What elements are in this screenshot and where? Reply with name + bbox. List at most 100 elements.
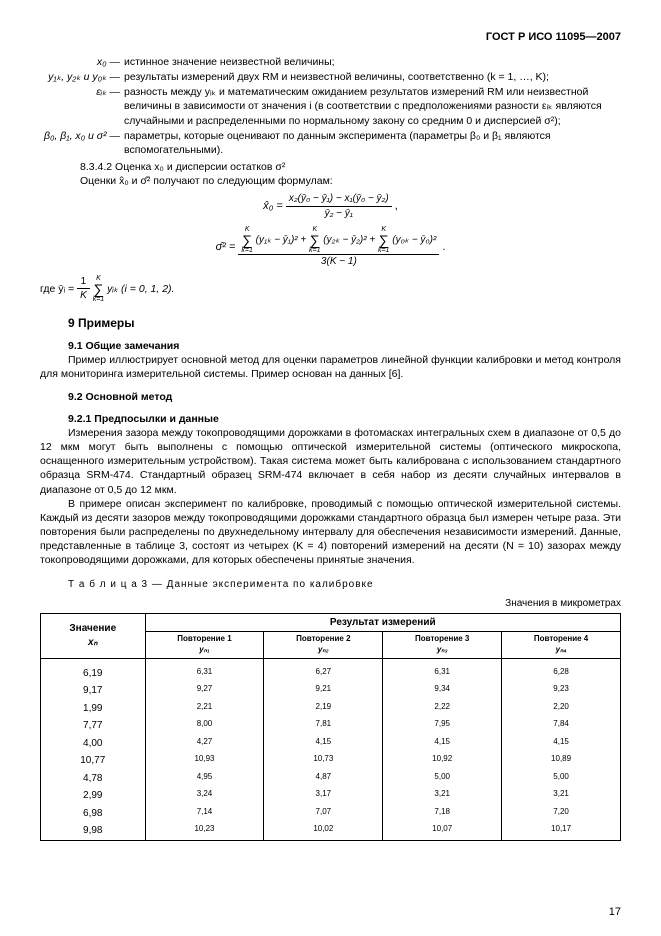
table-cell-y: 2,19 (264, 700, 383, 718)
section-9-2-1-p2: В примере описан эксперимент по калибров… (40, 497, 621, 568)
def-beta-text: параметры, которые оценивают по данным э… (124, 129, 621, 157)
table-cell-x: 4,78 (41, 770, 146, 788)
sum-icon-4: K ∑ k=1 (93, 275, 104, 303)
page-number: 17 (609, 905, 621, 920)
table-3-caption: Т а б л и ц а 3 — Данные эксперимента по… (40, 578, 621, 592)
table-cell-y: 9,21 (264, 682, 383, 700)
table-cell-y: 2,21 (145, 700, 264, 718)
sum-icon-1: K ∑ k=1 (241, 226, 252, 254)
formula-sigma2: σ̂² = K ∑ k=1 (y₁ₖ − ȳ₁)² + K ∑ k=1 (y₂ₖ… (40, 226, 621, 269)
document-id: ГОСТ Р ИСО 11095—2007 (40, 30, 621, 45)
clause-8-3-4-2-title: 8.3.4.2 Оценка x₀ и дисперсии остатков σ… (40, 160, 621, 174)
table-cell-y: 10,17 (502, 822, 621, 840)
section-9-1-title: 9.1 Общие замечания (40, 339, 621, 353)
table-cell-y: 9,34 (383, 682, 502, 700)
table-row: 1,992,212,192,222,20 (41, 700, 621, 718)
table-cell-y: 9,23 (502, 682, 621, 700)
table-cell-y: 4,27 (145, 735, 264, 753)
table-row: 10,7710,9310,7310,9210,89 (41, 752, 621, 770)
table-cell-y: 7,20 (502, 805, 621, 823)
table-3-body: 6,196,316,276,316,289,179,279,219,349,23… (41, 658, 621, 840)
table-cell-x: 6,19 (41, 658, 146, 682)
table-cell-y: 6,27 (264, 658, 383, 682)
formula-sigma2-num: K ∑ k=1 (y₁ₖ − ȳ₁)² + K ∑ k=1 (y₂ₖ − ȳ₂)… (238, 226, 439, 255)
table-cell-y: 6,28 (502, 658, 621, 682)
table-3-head-results: Результат измерений (145, 613, 620, 632)
sum-icon-2: K ∑ k=1 (309, 226, 320, 254)
def-x0-text: истинное значение неизвестной величины; (124, 55, 621, 69)
table-3-head-value-text: Значение (45, 622, 141, 636)
table-cell-y: 7,95 (383, 717, 502, 735)
table-3-rep-header-2: Повторение 2yₙ₂ (264, 632, 383, 659)
table-cell-y: 9,27 (145, 682, 264, 700)
formula-x0-fraction: x₂(ȳ₀ − ȳ₁) − x₁(ȳ₀ − ȳ₂) ȳ₂ − ȳ₁ (286, 192, 392, 220)
def-y-sym: y₁ₖ, y₂ₖ и y₀ₖ — (40, 70, 124, 84)
table-cell-y: 7,81 (264, 717, 383, 735)
table-cell-y: 10,23 (145, 822, 264, 840)
table-3-rep-header-3: Повторение 3yₙ₃ (383, 632, 502, 659)
table-cell-x: 9,17 (41, 682, 146, 700)
table-row: 2,993,243,173,213,21 (41, 787, 621, 805)
table-cell-y: 10,07 (383, 822, 502, 840)
where-clause: где ȳᵢ = 1K K ∑ k=1 yᵢₖ (i = 0, 1, 2). (40, 275, 621, 303)
formula-sigma2-lhs: σ̂² = (216, 242, 239, 254)
formula-x0-lhs: x̂₀ = (263, 200, 286, 212)
table-cell-y: 7,07 (264, 805, 383, 823)
table-cell-y: 10,73 (264, 752, 383, 770)
table-3-head-value: Значение xₙ (41, 613, 146, 658)
table-row: 4,004,274,154,154,15 (41, 735, 621, 753)
table-cell-x: 6,98 (41, 805, 146, 823)
def-x0: x₀ — истинное значение неизвестной велич… (40, 55, 621, 69)
table-3-rep-header-1: Повторение 1yₙ₁ (145, 632, 264, 659)
table-cell-y: 3,21 (502, 787, 621, 805)
table-row: 9,9810,2310,0210,0710,17 (41, 822, 621, 840)
table-cell-y: 7,18 (383, 805, 502, 823)
table-cell-y: 6,31 (145, 658, 264, 682)
def-eps-sym: εᵢₖ — (40, 85, 124, 128)
table-cell-y: 7,84 (502, 717, 621, 735)
table-cell-y: 6,31 (383, 658, 502, 682)
formula-x0-den: ȳ₂ − ȳ₁ (286, 207, 392, 221)
table-cell-x: 10,77 (41, 752, 146, 770)
table-cell-y: 10,89 (502, 752, 621, 770)
where-label: где ȳᵢ = (40, 283, 77, 295)
def-y: y₁ₖ, y₂ₖ и y₀ₖ — результаты измерений дв… (40, 70, 621, 84)
table-cell-y: 10,92 (383, 752, 502, 770)
definitions-block: x₀ — истинное значение неизвестной велич… (40, 55, 621, 157)
table-3: Значение xₙ Результат измерений Повторен… (40, 613, 621, 841)
table-cell-x: 2,99 (41, 787, 146, 805)
section-9-2-title: 9.2 Основной метод (40, 390, 621, 404)
def-eps-text: разность между yᵢₖ и математическим ожид… (124, 85, 621, 128)
table-cell-y: 4,95 (145, 770, 264, 788)
formula-sigma2-fraction: K ∑ k=1 (y₁ₖ − ȳ₁)² + K ∑ k=1 (y₂ₖ − ȳ₂)… (238, 226, 439, 269)
table-cell-y: 5,00 (383, 770, 502, 788)
section-9-2-1-title: 9.2.1 Предпосылки и данные (40, 412, 621, 426)
formula-sigma2-tail: . (442, 242, 445, 254)
def-beta-sym: β₀, β₁, x₀ и σ² — (40, 129, 124, 157)
clause-8-3-4-2-lead: Оценки x̂₀ и σ̂² получают по следующим ф… (40, 174, 621, 188)
table-cell-y: 4,15 (383, 735, 502, 753)
table-cell-y: 4,15 (264, 735, 383, 753)
formula-x0-tail: , (395, 200, 398, 212)
table-cell-y: 7,14 (145, 805, 264, 823)
formula-sigma2-den: 3(K − 1) (238, 255, 439, 269)
table-cell-x: 4,00 (41, 735, 146, 753)
table-cell-y: 4,15 (502, 735, 621, 753)
table-row: 9,179,279,219,349,23 (41, 682, 621, 700)
sum-icon-3: K ∑ k=1 (378, 226, 389, 254)
table-cell-y: 2,20 (502, 700, 621, 718)
table-3-head-xn: xₙ (45, 636, 141, 650)
table-cell-x: 1,99 (41, 700, 146, 718)
table-cell-y: 10,93 (145, 752, 264, 770)
table-row: 4,784,954,875,005,00 (41, 770, 621, 788)
where-frac-1K: 1K (77, 275, 90, 303)
table-cell-y: 3,17 (264, 787, 383, 805)
page: ГОСТ Р ИСО 11095—2007 x₀ — истинное знач… (0, 0, 661, 936)
table-cell-y: 4,87 (264, 770, 383, 788)
formula-x0: x̂₀ = x₂(ȳ₀ − ȳ₁) − x₁(ȳ₀ − ȳ₂) ȳ₂ − ȳ₁ … (40, 192, 621, 220)
section-9-title: 9 Примеры (68, 315, 621, 331)
table-row: 6,987,147,077,187,20 (41, 805, 621, 823)
def-x0-sym: x₀ — (40, 55, 124, 69)
table-cell-y: 3,21 (383, 787, 502, 805)
table-cell-y: 8,00 (145, 717, 264, 735)
